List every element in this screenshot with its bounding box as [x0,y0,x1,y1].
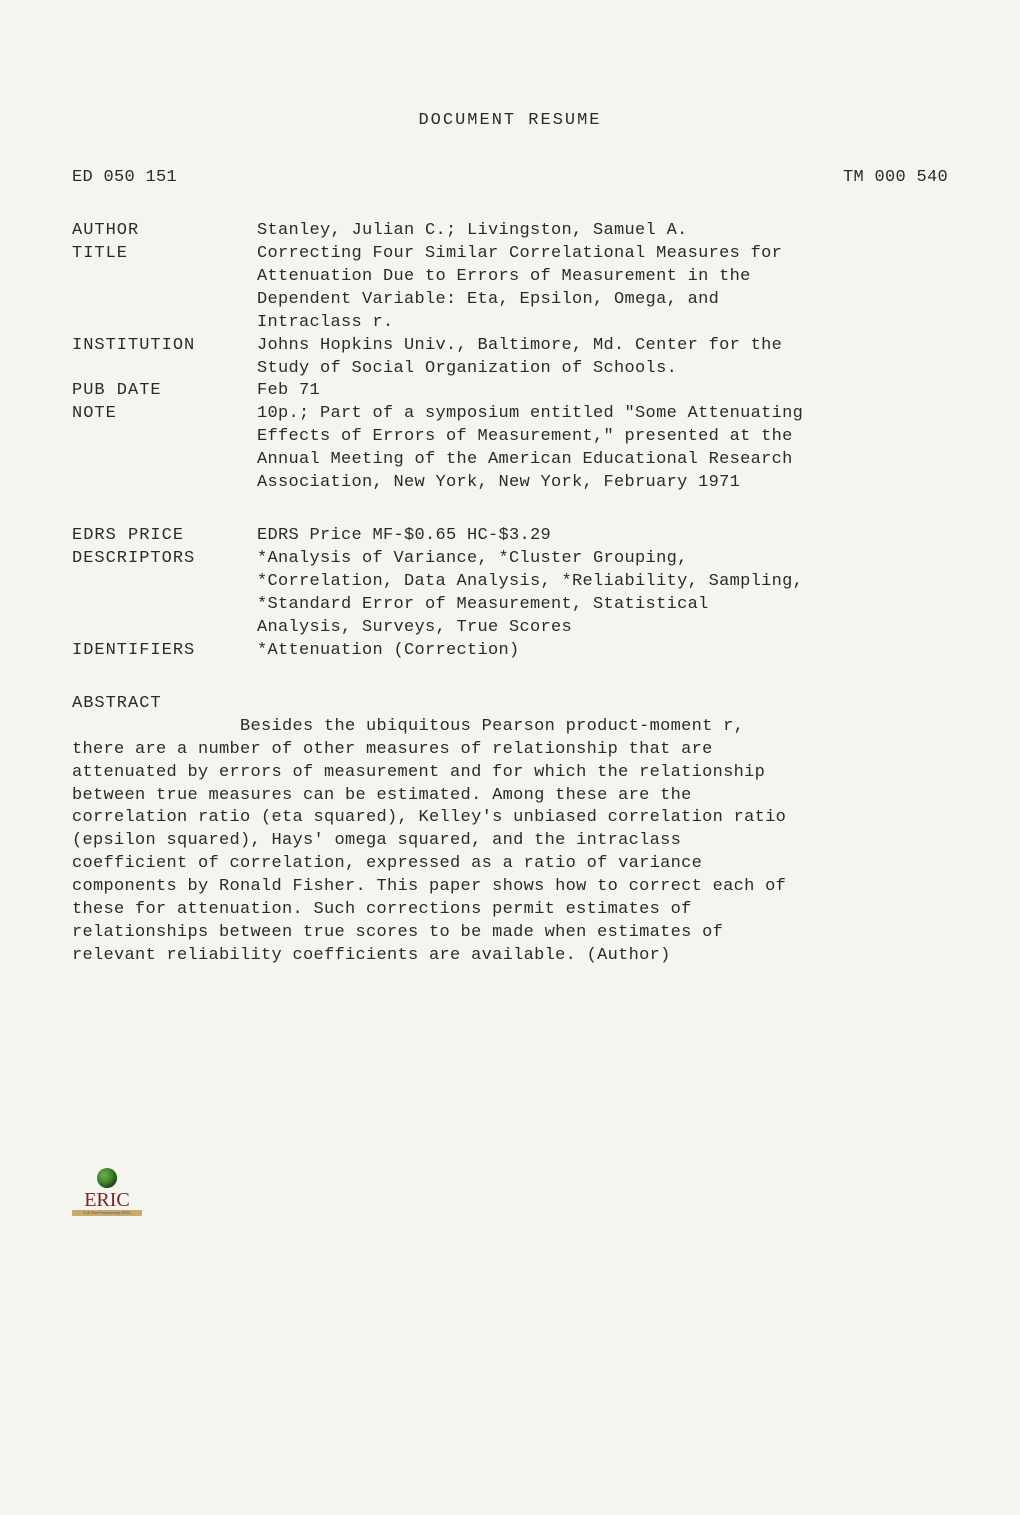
field-value-institution: Johns Hopkins Univ., Baltimore, Md. Cent… [257,335,948,381]
field-label-edrsprice: EDRS PRICE [72,525,257,548]
field-row: PUB DATE Feb 71 [72,380,948,403]
field-label-descriptors: DESCRIPTORS [72,548,257,571]
field-value-identifiers: *Attenuation (Correction) [257,640,948,663]
top-id-row: ED 050 151 TM 000 540 [72,167,948,190]
document-header: DOCUMENT RESUME [72,110,948,133]
field-row: NOTE 10p.; Part of a symposium entitled … [72,403,948,495]
field-value-descriptors: *Analysis of Variance, *Cluster Grouping… [257,548,948,640]
field-value-pubdate: Feb 71 [257,380,948,403]
field-label-title: TITLE [72,243,257,266]
field-row: TITLE Correcting Four Similar Correlatio… [72,243,948,335]
eric-logo-icon [97,1168,117,1188]
eric-logo-subtext: Full Text Provided by ERIC [72,1210,142,1216]
metadata-block-2: EDRS PRICE EDRS Price MF-$0.65 HC-$3.29 … [72,525,948,663]
doc-id: ED 050 151 [72,167,177,190]
field-label-author: AUTHOR [72,220,257,243]
field-row: IDENTIFIERS *Attenuation (Correction) [72,640,948,663]
field-label-identifiers: IDENTIFIERS [72,640,257,663]
field-value-edrsprice: EDRS Price MF-$0.65 HC-$3.29 [257,525,948,548]
field-value-note: 10p.; Part of a symposium entitled "Some… [257,403,948,495]
metadata-block-1: AUTHOR Stanley, Julian C.; Livingston, S… [72,220,948,495]
field-row: EDRS PRICE EDRS Price MF-$0.65 HC-$3.29 [72,525,948,548]
field-label-note: NOTE [72,403,257,426]
field-value-title: Correcting Four Similar Correlational Me… [257,243,948,335]
field-row: DESCRIPTORS *Analysis of Variance, *Clus… [72,548,948,640]
field-row: AUTHOR Stanley, Julian C.; Livingston, S… [72,220,948,243]
eric-logo: ERIC Full Text Provided by ERIC [72,1168,142,1216]
field-label-pubdate: PUB DATE [72,380,257,403]
field-label-institution: INSTITUTION [72,335,257,358]
abstract-heading: ABSTRACT [72,693,948,716]
abstract-body: Besides the ubiquitous Pearson product-m… [72,716,948,968]
field-row: INSTITUTION Johns Hopkins Univ., Baltimo… [72,335,948,381]
doc-code: TM 000 540 [843,167,948,190]
eric-logo-text: ERIC [72,1190,142,1210]
field-value-author: Stanley, Julian C.; Livingston, Samuel A… [257,220,948,243]
